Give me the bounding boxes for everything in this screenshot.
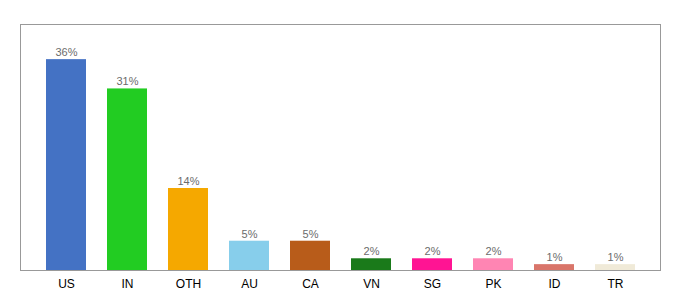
svg-text:VN: VN	[363, 277, 380, 291]
svg-text:2%: 2%	[425, 245, 441, 257]
svg-text:TR: TR	[608, 277, 624, 291]
svg-text:AU: AU	[241, 277, 258, 291]
svg-text:5%: 5%	[303, 228, 319, 240]
svg-text:2%: 2%	[364, 245, 380, 257]
svg-text:US: US	[58, 277, 75, 291]
svg-text:5%: 5%	[242, 228, 258, 240]
svg-text:IN: IN	[122, 277, 134, 291]
svg-text:31%: 31%	[116, 75, 138, 87]
svg-text:14%: 14%	[177, 175, 199, 187]
svg-text:SG: SG	[424, 277, 441, 291]
svg-text:OTH: OTH	[176, 277, 201, 291]
svg-text:1%: 1%	[608, 251, 624, 263]
svg-text:36%: 36%	[55, 46, 77, 58]
svg-text:CA: CA	[302, 277, 319, 291]
svg-text:1%: 1%	[547, 251, 563, 263]
svg-text:ID: ID	[549, 277, 561, 291]
svg-text:2%: 2%	[486, 245, 502, 257]
svg-text:PK: PK	[485, 277, 501, 291]
